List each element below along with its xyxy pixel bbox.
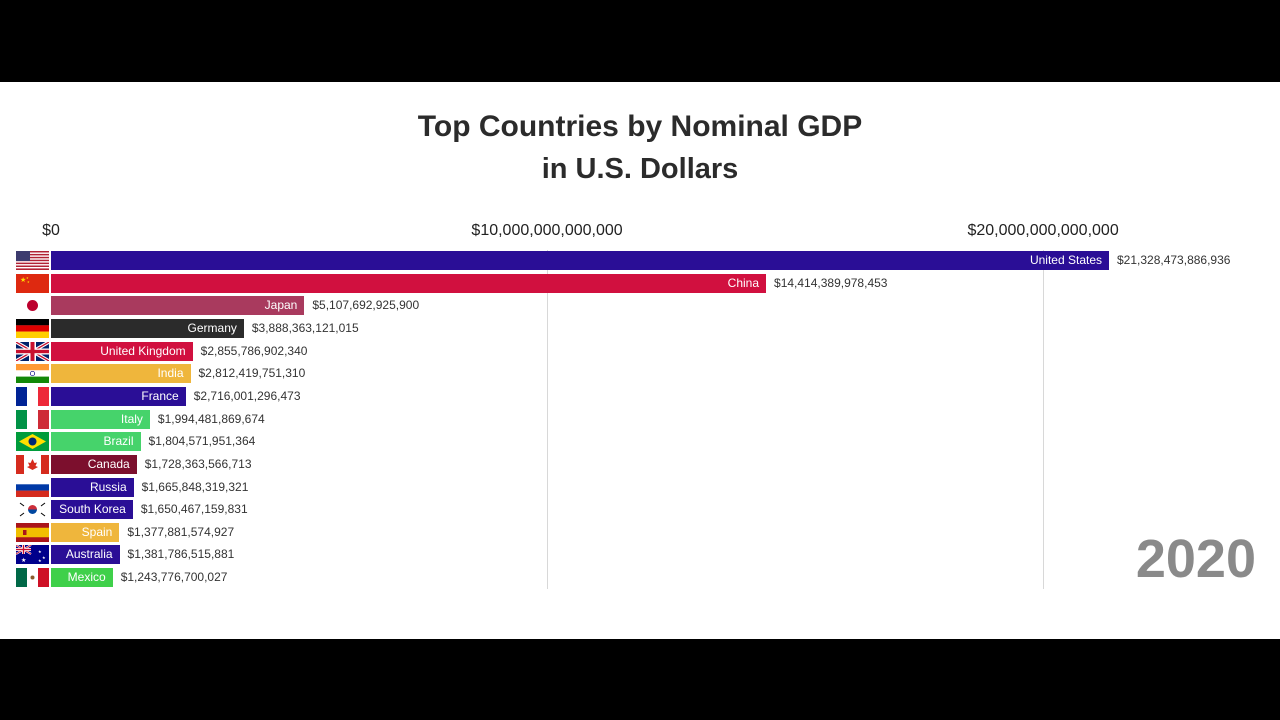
france-flag-icon (16, 387, 49, 406)
value-label-france: $2,716,001,296,473 (193, 389, 301, 403)
bar-china (51, 274, 767, 293)
x-tick-label: $0 (42, 222, 60, 239)
gridline (547, 250, 548, 589)
letterbox-bottom (0, 639, 1280, 720)
india-flag-icon (16, 364, 49, 383)
bar-south-korea (51, 500, 133, 519)
value-label-brazil: $1,804,571,951,364 (148, 434, 256, 448)
bar-japan (51, 296, 305, 315)
bar-label-japan: Japan (264, 298, 298, 312)
chart-title: Top Countries by Nominal GDP (417, 110, 863, 143)
japan-flag-icon (16, 296, 49, 315)
value-label-germany: $3,888,363,121,015 (251, 321, 359, 335)
china-flag-icon: ★ ★ ★ (16, 274, 49, 293)
value-label-south-korea: $1,650,467,159,831 (140, 502, 248, 516)
bar-mexico (51, 568, 113, 587)
bar-label-russia: Russia (89, 480, 127, 494)
value-label-australia: $1,381,786,515,881 (127, 547, 235, 561)
value-label-china: $14,414,389,978,453 (774, 276, 888, 290)
gridline (1043, 250, 1044, 589)
svg-text:★: ★ (42, 555, 46, 560)
bar-label-spain: Spain (81, 525, 113, 539)
chart-canvas (0, 82, 1280, 639)
australia-flag-icon: ★ ★ ★ ★ (16, 545, 49, 564)
bar-label-united-kingdom: United Kingdom (100, 344, 186, 358)
x-tick-label: $20,000,000,000,000 (967, 222, 1119, 239)
value-label-india: $2,812,419,751,310 (198, 366, 306, 380)
svg-text:★: ★ (27, 280, 30, 284)
bar-brazil (51, 432, 141, 451)
bar-label-brazil: Brazil (103, 434, 134, 448)
bar-label-mexico: Mexico (67, 570, 106, 584)
bar-spain (51, 523, 120, 542)
bar-label-canada: Canada (87, 457, 130, 471)
svg-text:★: ★ (38, 558, 42, 563)
value-label-japan: $5,107,692,925,900 (312, 298, 420, 312)
canada-flag-icon (16, 455, 49, 474)
svg-text:★: ★ (21, 557, 26, 564)
bar-russia (51, 478, 134, 497)
letterbox-top (0, 0, 1280, 82)
germany-flag-icon (16, 319, 49, 338)
bar-united-states (51, 251, 1109, 270)
south-korea-flag-icon (16, 500, 49, 519)
mexico-flag-icon (16, 568, 49, 587)
bar-label-united-states: United States (1029, 253, 1102, 267)
bar-germany (51, 319, 244, 338)
italy-flag-icon (16, 410, 49, 429)
bar-canada (51, 455, 137, 474)
bar-label-india: India (157, 366, 184, 380)
bar-italy (51, 410, 150, 429)
value-label-spain: $1,377,881,574,927 (127, 525, 235, 539)
bar-label-south-korea: South Korea (59, 502, 126, 516)
chart-subtitle: in U.S. Dollars (541, 153, 739, 185)
bar-france (51, 387, 186, 406)
bar-united-kingdom (51, 342, 193, 361)
value-label-canada: $1,728,363,566,713 (144, 457, 252, 471)
bar-india (51, 364, 191, 383)
value-label-russia: $1,665,848,319,321 (141, 480, 249, 494)
bar-label-australia: Australia (65, 547, 113, 561)
value-label-italy: $1,994,481,869,674 (157, 412, 265, 426)
russia-flag-icon (16, 478, 49, 497)
x-tick-label: $10,000,000,000,000 (471, 222, 623, 239)
bar-label-france: France (141, 389, 179, 403)
us-flag-icon (16, 251, 49, 270)
value-label-mexico: $1,243,776,700,027 (120, 570, 228, 584)
bar-label-china: China (727, 276, 760, 290)
value-label-united-states: $21,328,473,886,936 (1117, 253, 1231, 267)
year-label: 2020 (1135, 529, 1256, 589)
svg-text:★: ★ (38, 549, 42, 554)
bar-label-germany: Germany (187, 321, 237, 335)
bar-label-italy: Italy (120, 412, 143, 426)
value-label-united-kingdom: $2,855,786,902,340 (200, 344, 308, 358)
svg-text:★: ★ (20, 276, 26, 284)
brazil-flag-icon (16, 432, 49, 451)
uk-flag-icon (16, 342, 49, 361)
bar-australia (51, 545, 120, 564)
svg-text:★: ★ (26, 276, 29, 280)
spain-flag-icon (16, 523, 49, 542)
